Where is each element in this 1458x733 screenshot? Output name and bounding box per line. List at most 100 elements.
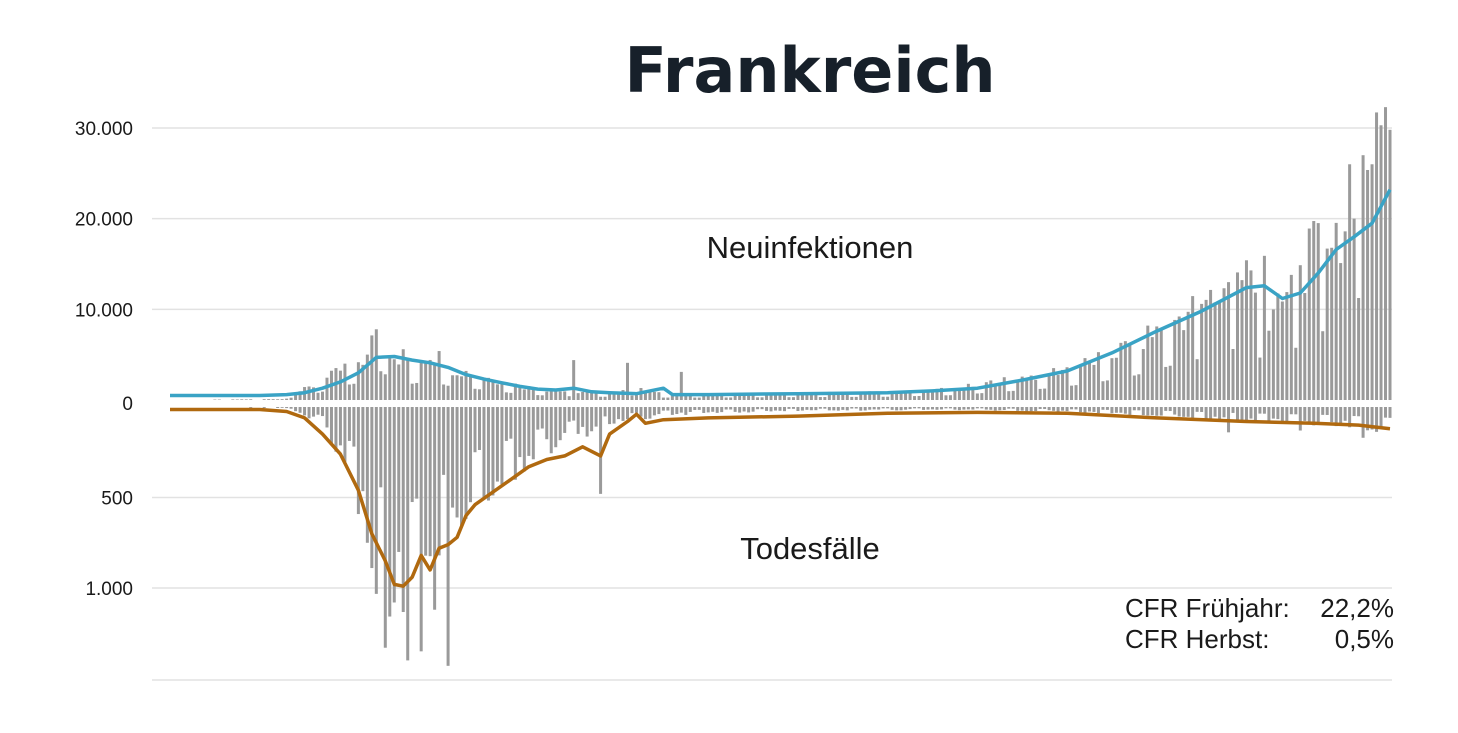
deaths-bar <box>1325 407 1329 415</box>
deaths-bar <box>590 407 594 432</box>
cases-bar <box>298 391 302 400</box>
deaths-bar <box>442 407 446 475</box>
cases-bar <box>1236 272 1239 400</box>
deaths-bar <box>1352 407 1356 417</box>
deaths-bar <box>1222 407 1226 418</box>
deaths-bar <box>621 407 625 421</box>
cases-bar <box>1352 218 1356 400</box>
cases-bar <box>1267 330 1271 400</box>
cases-bar <box>401 349 405 400</box>
deaths-bar <box>1150 407 1154 416</box>
cases-bar <box>670 395 674 400</box>
deaths-bar <box>504 407 508 441</box>
deaths-bar <box>702 407 706 413</box>
deaths-bar <box>931 407 934 410</box>
cases-bar <box>1253 292 1257 400</box>
deaths-bar <box>446 407 450 666</box>
deaths-bar <box>1020 407 1024 411</box>
cases-bar <box>657 392 661 400</box>
deaths-bar <box>630 407 634 414</box>
deaths-bar <box>657 407 661 415</box>
cases-bar <box>1312 221 1316 400</box>
deaths-bar <box>522 407 526 472</box>
cases-bar <box>419 360 423 400</box>
cases-bar <box>881 396 885 400</box>
deaths-bar <box>410 407 414 503</box>
cases-bar <box>1074 385 1078 400</box>
cases-bar <box>1029 375 1033 400</box>
deaths-bar <box>491 407 495 496</box>
cases-bar <box>572 360 576 400</box>
deaths-bar <box>765 407 769 411</box>
deaths-bar <box>1141 407 1145 416</box>
deaths-bar <box>1262 407 1266 414</box>
deaths-bar <box>1271 407 1275 419</box>
cases-bar <box>1325 248 1329 400</box>
cases-bar <box>491 382 495 400</box>
cases-bar <box>1366 169 1370 400</box>
deaths-bar <box>850 407 854 409</box>
cases-bar <box>509 392 513 400</box>
cases-bar <box>464 370 468 400</box>
cases-bar <box>446 385 450 400</box>
cases-bar <box>1173 319 1177 400</box>
deaths-bar <box>756 407 760 410</box>
cases-bar <box>271 399 275 400</box>
deaths-bar <box>836 407 840 411</box>
deaths-bar <box>648 407 652 419</box>
cases-bar <box>908 391 912 400</box>
deaths-bar <box>652 407 656 416</box>
cases-bar <box>428 359 432 400</box>
deaths-bar <box>809 407 813 411</box>
cases-bar <box>715 393 719 400</box>
cases-bar <box>805 392 809 400</box>
cases-bar <box>603 396 607 400</box>
cases-bar <box>648 391 652 400</box>
deaths-bar <box>634 407 638 413</box>
cases-bar <box>702 393 706 400</box>
deaths-bar <box>1244 407 1248 422</box>
cases-bar <box>926 389 930 400</box>
cases-bar <box>877 393 881 400</box>
cases-7day-line <box>170 188 1392 398</box>
deaths-bar <box>711 407 715 412</box>
cases-bar <box>522 389 526 400</box>
cases-bar <box>1186 311 1190 400</box>
cases-bar <box>962 387 966 400</box>
deaths-bar <box>518 407 522 458</box>
deaths-bar <box>1043 407 1047 410</box>
deaths-bar <box>298 407 302 413</box>
cases-bar <box>980 393 984 400</box>
deaths-bar <box>1029 407 1033 412</box>
deaths-bar <box>1159 407 1163 416</box>
deaths-bar <box>948 407 952 409</box>
deaths-bar <box>1339 407 1343 424</box>
cases-bar <box>1114 357 1118 400</box>
deaths-bar <box>774 407 778 411</box>
deaths-bar <box>1052 407 1056 411</box>
cases-bar <box>231 399 235 400</box>
deaths-bar <box>343 407 347 462</box>
cases-bar <box>993 386 997 400</box>
deaths-bar <box>312 407 316 417</box>
deaths-bar <box>738 407 742 413</box>
deaths-bar <box>1307 407 1311 422</box>
cases-bar <box>1375 112 1379 401</box>
cases-bar <box>549 390 553 400</box>
deaths-bar <box>1155 407 1159 416</box>
cases-bar <box>249 399 253 400</box>
deaths-bar <box>693 407 697 410</box>
deaths-bar <box>1007 407 1011 409</box>
cases-bar <box>1182 330 1186 400</box>
cases-bar <box>747 394 751 400</box>
cases-bar <box>415 382 419 400</box>
cases-bar <box>841 391 845 400</box>
deaths-bar <box>1209 407 1213 420</box>
cases-bar <box>585 391 589 400</box>
deaths-bar <box>908 407 912 410</box>
cases-bar <box>513 383 517 400</box>
cases-bar <box>859 392 863 400</box>
deaths-bar <box>989 407 993 410</box>
cases-bar <box>733 394 737 400</box>
cases-bar <box>756 397 760 400</box>
